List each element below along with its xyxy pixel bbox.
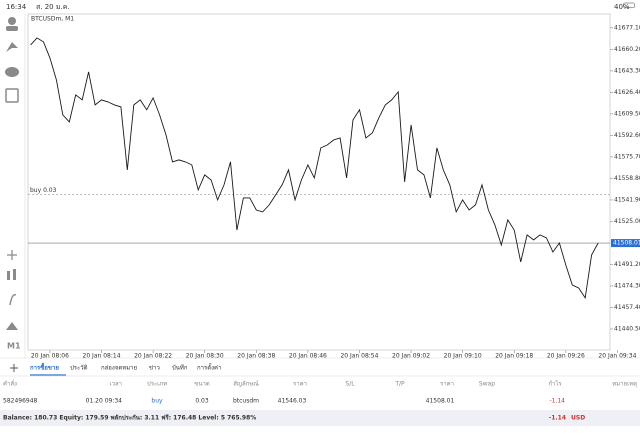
order-price: 41508.01: [426, 398, 455, 405]
column-header: ราคา: [440, 381, 454, 388]
tab[interactable]: การตั้งค่า: [197, 362, 221, 372]
column-header: สัญลักษณ์: [233, 380, 259, 388]
x-tick-label: 20 Jan 08:06: [31, 353, 69, 360]
table-header: คำสั่ง เวลา ประเภท ขนาด สัญลักษณ์ ราคา S/L T/P ร…: [3, 380, 637, 388]
order-line-label: buy 0.03: [30, 187, 57, 194]
account-icon-body[interactable]: [6, 26, 18, 31]
x-tick-label: 20 Jan 09:02: [392, 353, 430, 360]
y-tick-label: 41541.90: [614, 196, 640, 203]
column-header: ราคา: [293, 381, 307, 388]
status-date: ส. 20 ม.ค.: [36, 3, 70, 11]
chart-title: BTCUSDm, M1: [31, 16, 74, 23]
order-id: 582496948: [3, 398, 38, 405]
x-tick-label: 20 Jan 08:46: [289, 353, 327, 360]
column-header: กำไร: [548, 380, 562, 388]
footer-bar: [0, 410, 640, 426]
chart: 41677.10 41660.20 41643.30 41626.40 41609.50…: [28, 24, 640, 360]
tabs: การซื้อขาย ประวัติ กล่องจดหมาย ข่าว บันทึก กา…: [30, 362, 221, 376]
status-time: 16:34: [6, 3, 27, 11]
y-tick-label: 41592.60: [614, 132, 640, 139]
candle-icon[interactable]: [13, 269, 16, 280]
column-header: ประเภท: [147, 381, 167, 388]
y-tick-label: 41474.30: [614, 282, 640, 289]
x-tick-label: 20 Jan 09:18: [495, 353, 533, 360]
x-tick-label: 20 Jan 09:26: [547, 353, 585, 360]
y-tick-label: 41491.20: [614, 261, 640, 268]
trade-icon[interactable]: [6, 42, 18, 52]
x-tick-label: 20 Jan 08:22: [134, 353, 172, 360]
y-tick-label: 41575.70: [614, 153, 640, 160]
add-button[interactable]: [10, 364, 18, 372]
price-label-box: [611, 239, 640, 248]
indicator-icon[interactable]: [9, 294, 17, 306]
timeframe[interactable]: M1: [7, 342, 21, 351]
order-profit: -1.14: [549, 398, 565, 405]
x-tick-label: 20 Jan 09:34: [598, 353, 636, 360]
column-header: คำสั่ง: [3, 380, 17, 388]
column-header: T/P: [394, 381, 405, 388]
y-tick-label: 41525.00: [614, 218, 640, 225]
y-tick-label: 41558.80: [614, 175, 640, 182]
order-symbol: btcusdm: [233, 398, 259, 405]
tab[interactable]: ประวัติ: [70, 365, 88, 372]
objects-icon[interactable]: [6, 322, 18, 330]
order-open-price: 41546.03: [278, 398, 307, 405]
x-tick-label: 20 Jan 09:10: [444, 353, 482, 360]
currency: USD: [571, 415, 585, 422]
y-tick-label: 41440.50: [614, 326, 640, 333]
y-tick-label: 41643.30: [614, 67, 640, 74]
tab[interactable]: กล่องจดหมาย: [101, 365, 137, 372]
x-tick-label: 20 Jan 08:14: [83, 353, 121, 360]
table-row[interactable]: [0, 393, 640, 409]
status-battery: 40%: [614, 3, 630, 11]
column-header: เวลา: [110, 381, 122, 388]
y-tick-label: 41626.40: [614, 89, 640, 96]
column-header: S/L: [345, 381, 355, 388]
crosshair-icon[interactable]: [7, 250, 17, 260]
tab[interactable]: บันทึก: [172, 365, 188, 372]
y-tick-label: 41609.50: [614, 110, 640, 117]
tab[interactable]: การซื้อขาย: [30, 362, 59, 372]
candle-icon[interactable]: [7, 271, 10, 280]
column-header: หมายเหตุ: [612, 381, 637, 388]
battery-icon: [623, 2, 635, 9]
left-toolbar: [5, 17, 19, 330]
y-tick-label: 41660.20: [614, 46, 640, 53]
x-tick-label: 20 Jan 08:54: [340, 353, 378, 360]
total-profit: -1.14: [549, 415, 566, 422]
y-tick-label: 41457.40: [614, 304, 640, 311]
add-icon[interactable]: [5, 88, 19, 103]
x-tick-label: 20 Jan 08:30: [186, 353, 224, 360]
price-label: 41508.01: [613, 240, 640, 247]
order-volume: 0.03: [195, 398, 209, 405]
y-tick-label: 41677.10: [614, 24, 640, 31]
order-time: 01.20 09:34: [86, 398, 123, 405]
x-tick-label: 20 Jan 08:38: [237, 353, 275, 360]
account-icon[interactable]: [8, 17, 16, 25]
price-line-series: [30, 37, 599, 300]
order-type: buy: [151, 398, 163, 405]
account-summary: Balance: 180.73 Equity: 179.59 พลักประกั…: [3, 414, 256, 422]
chat-icon[interactable]: [5, 67, 19, 77]
tab[interactable]: ข่าว: [149, 365, 160, 372]
column-header: Swap: [479, 381, 495, 388]
column-header: ขนาด: [194, 381, 210, 388]
plot-frame: [27, 13, 611, 351]
